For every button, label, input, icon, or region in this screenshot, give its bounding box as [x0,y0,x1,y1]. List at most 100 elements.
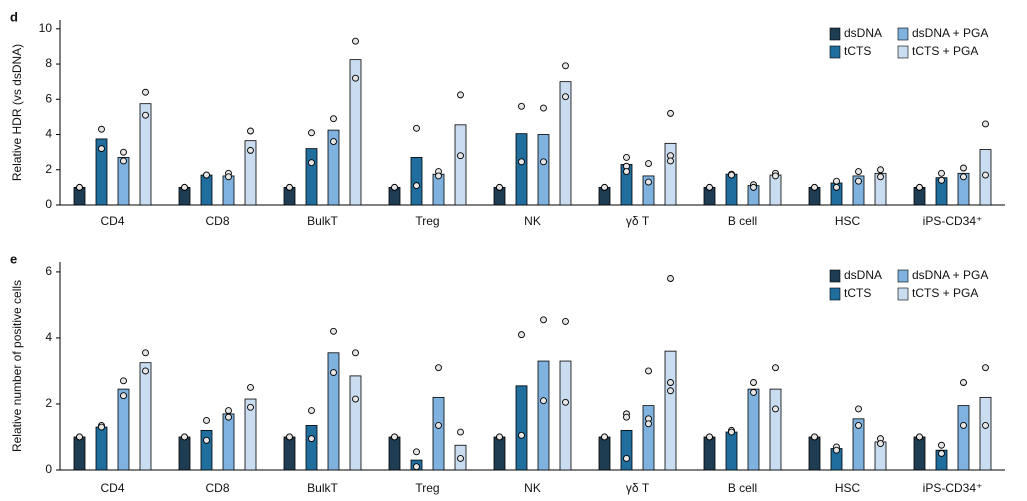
replicate-dot [518,331,525,339]
replicate-dot [225,407,232,415]
replicate-dot [496,433,503,441]
y-tick-label: 2 [45,396,52,410]
replicate-dot [308,129,315,137]
bar [620,429,633,471]
replicate-dot [225,173,232,181]
bar [200,429,213,471]
legend-label: dsDNA + PGA [912,268,988,282]
x-tick-label: CD8 [205,481,229,495]
replicate-dot [435,421,442,429]
y-tick-label: 6 [45,91,52,105]
x-tick-label: BulkT [307,214,338,228]
replicate-dot [562,93,569,101]
replicate-dot [413,124,420,132]
replicate-dot [352,74,359,82]
replicate-dot [772,172,779,180]
replicate-dot [667,379,674,386]
replicate-dot [247,146,254,154]
bar [454,124,467,206]
replicate-dot [960,421,967,429]
replicate-dot [772,364,779,372]
replicate-dot [960,173,967,181]
replicate-dot [142,111,149,119]
legend-swatch [829,27,841,41]
bar [349,59,362,206]
replicate-dot [877,173,884,181]
x-tick-label: B cell [728,214,757,228]
replicate-dot [916,433,923,441]
bar [515,133,528,206]
replicate-dot [98,145,105,153]
panel-label: d [10,9,18,24]
bar [73,436,86,471]
y-axis-label: Relative HDR (vs dsDNA) [10,44,24,181]
replicate-dot [645,178,652,186]
replicate-dot [562,62,569,70]
bar [559,360,572,471]
legend-swatch [829,269,841,283]
replicate-dot [518,102,525,110]
replicate-dot [811,183,818,191]
replicate-dot [98,125,105,133]
replicate-dot [181,183,188,191]
replicate-dot [120,392,127,400]
x-tick-label: iPS-CD34⁺ [923,214,983,228]
replicate-dot [877,440,884,448]
replicate-dot [667,109,674,117]
replicate-dot [982,120,989,128]
replicate-dot [938,176,945,184]
replicate-dot [308,159,315,167]
replicate-dot [645,160,652,168]
bar [388,436,401,471]
replicate-dot [623,413,630,421]
replicate-dot [352,349,359,357]
replicate-dot [601,183,608,191]
y-tick-label: 8 [45,56,52,70]
legend-label: tCTS [844,286,871,300]
bar [244,140,257,206]
replicate-dot [457,454,464,462]
bar [117,157,130,206]
bar [283,436,296,471]
replicate-dot [413,463,420,471]
replicate-dot [728,428,735,436]
replicate-dot [247,127,254,135]
bar [117,388,130,471]
replicate-dot [308,407,315,415]
bar [957,172,970,206]
bar [305,425,318,471]
bar [957,405,970,471]
replicate-dot [330,138,337,146]
legend-swatch [829,287,841,301]
replicate-dot [938,450,945,457]
replicate-dot [203,171,210,179]
replicate-dot [562,398,569,406]
x-tick-label: CD4 [100,481,124,495]
replicate-dot [623,153,630,161]
replicate-dot [645,420,652,428]
replicate-dot [181,433,188,441]
replicate-dot [76,433,83,441]
bar [493,436,506,471]
y-tick-label: 4 [45,330,52,344]
x-tick-label: B cell [728,481,757,495]
replicate-dot [120,377,127,385]
replicate-dot [706,433,713,441]
y-axis-label: Relative number of positive cells [10,280,24,452]
bar [515,385,528,471]
legend-swatch [829,45,841,59]
replicate-dot [518,158,525,166]
replicate-dot [540,104,547,112]
replicate-dot [750,388,757,396]
replicate-dot [330,115,337,123]
replicate-dot [413,182,420,190]
replicate-dot [960,379,967,386]
legend-swatch [897,287,909,301]
bar [725,431,738,471]
replicate-dot [982,364,989,372]
y-tick-label: 10 [39,21,53,35]
bar [222,175,235,206]
replicate-dot [142,88,149,96]
y-tick-label: 0 [45,462,52,476]
